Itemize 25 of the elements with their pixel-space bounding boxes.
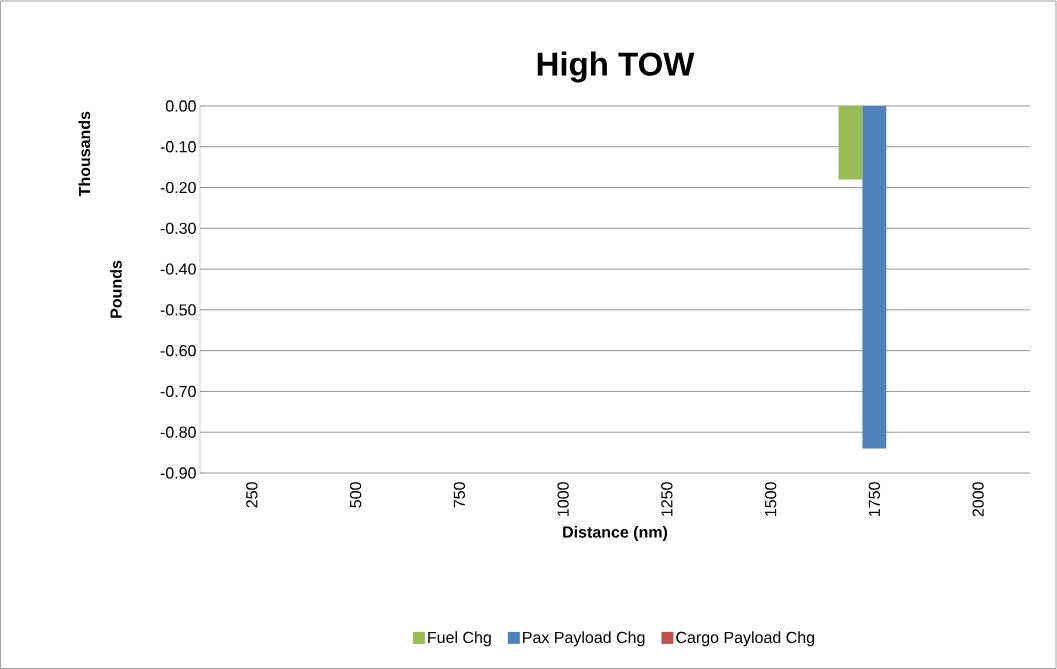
y-tick-label: -0.50 [160,304,196,316]
y-tick-label: -0.30 [160,222,196,234]
x-tick-label: 2000 [972,482,984,517]
y-axis-title: Pounds [110,260,122,318]
y-tick-label: 0.00 [165,100,196,112]
y-tick-label: -0.10 [160,141,196,153]
x-axis-title: Distance (nm) [563,526,668,541]
x-tick-label: 1750 [868,482,881,516]
y-tick-label: -0.90 [160,467,196,479]
legend-label: Cargo Payload Chg [676,631,815,647]
y-tick-label: -0.40 [160,263,196,275]
x-tick-label: 1500 [764,482,777,516]
y-tick-label: -0.80 [160,426,196,438]
y-tick-label: -0.60 [160,345,196,357]
x-tick-label: 1250 [661,482,673,516]
y-tick-label: -0.20 [160,181,196,194]
x-tick-label: 750 [453,482,466,508]
x-tick-label: 1000 [557,482,569,516]
x-tick-label: 250 [246,482,258,508]
chart-title: High TOW [537,51,695,83]
x-tick-label: 500 [349,482,362,508]
y-tick-label: -0.70 [160,385,196,398]
legend-label: Pax Payload Chg [523,631,645,647]
text: Thousands [78,111,91,197]
legend-label: Fuel Chg [428,631,491,647]
